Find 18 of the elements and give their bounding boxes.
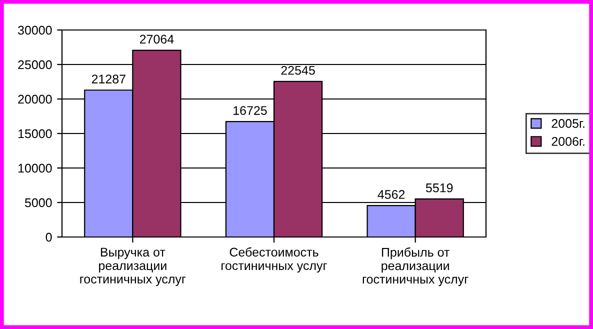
legend-label: 2005г. (552, 119, 584, 128)
data-label: 5519 (426, 183, 453, 192)
data-label: 21287 (92, 74, 126, 84)
data-label: 16725 (234, 106, 267, 115)
legend-label: 2006г. (552, 137, 584, 146)
data-label: 22545 (281, 66, 315, 75)
y-tick-label: 30000 (18, 26, 52, 35)
x-tick-label: Прибыль от реализации гостиничных услуг (362, 247, 468, 286)
y-tick-label: 0 (46, 232, 52, 242)
y-tick-label: 25000 (18, 60, 52, 70)
y-tick-label: 5000 (24, 198, 52, 208)
x-tick-label: Выручка от реализации гостиничных услуг (80, 248, 186, 286)
y-tick-label: 20000 (18, 94, 52, 104)
x-tick-label: Себестоимость гостиничных услуг (222, 247, 327, 273)
data-label: 4562 (378, 190, 405, 199)
data-label: 27064 (140, 34, 174, 44)
y-tick-label: 10000 (18, 164, 52, 173)
y-tick-label: 15000 (18, 129, 52, 138)
